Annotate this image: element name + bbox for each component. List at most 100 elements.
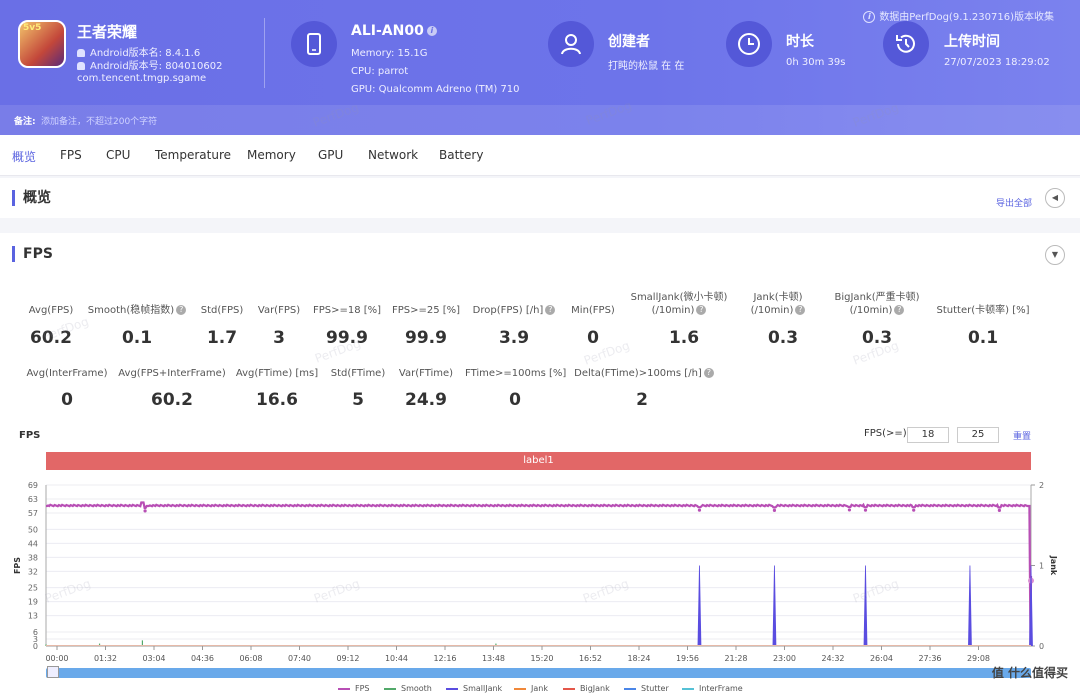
stat-label: FPS>=18 [%] (312, 305, 382, 316)
reset-link[interactable]: 重置 (1013, 432, 1032, 442)
legend-label: SmallJank (463, 684, 503, 693)
stat-label: FTime>=100ms [%] (465, 368, 567, 379)
stat-label: Var(FPS) (257, 305, 301, 316)
help-icon[interactable]: ? (894, 305, 905, 315)
legend-swatch (624, 687, 636, 690)
help-icon[interactable]: ? (795, 305, 806, 315)
stat-value: 0.1 (967, 328, 999, 348)
legend-swatch (446, 687, 458, 690)
stat-label: Std(FPS) (200, 305, 244, 316)
app-version-code-text: Android版本号: 804010602 (90, 61, 223, 72)
fps-threshold-input-1[interactable]: 18 (907, 427, 949, 443)
stat-value: 5 (352, 390, 364, 410)
stat-label: Avg(FTime) [ms] (235, 368, 319, 379)
stat-value: 0 (61, 390, 73, 410)
stat-label: Min(FPS) (571, 305, 615, 316)
stat-value: 3.9 (498, 328, 530, 348)
legend-label: Smooth (401, 684, 432, 693)
note-label: 备注: (14, 117, 36, 127)
tab-bar: 概览 FPS CPU Temperature Memory GPU Networ… (0, 135, 1080, 176)
stat-label: Std(FTime) (330, 368, 386, 379)
stat-label: Var(FTime) (398, 368, 454, 379)
legend-label: FPS (355, 684, 370, 693)
stat-value: 1.7 (206, 328, 238, 348)
tab-cpu[interactable]: CPU (106, 148, 131, 162)
stat-label: Avg(InterFrame) (26, 368, 108, 379)
time-range-scrollbar[interactable] (46, 668, 1031, 678)
tab-fps[interactable]: FPS (60, 148, 82, 162)
legend-fps[interactable]: FPS (338, 684, 370, 693)
app-icon-badge: 5v5 (23, 23, 42, 33)
tab-temperature[interactable]: Temperature (155, 148, 232, 162)
upload-title: 上传时间 (944, 34, 1000, 50)
stat-label-text: Delta(FTime)>100ms [/h] (574, 368, 702, 379)
stat-label: FPS>=25 [%] (391, 305, 461, 316)
info-icon[interactable]: i (426, 26, 437, 36)
stat-label: Jank(卡顿) (/10min)? (728, 291, 828, 317)
help-icon[interactable]: ? (696, 305, 707, 315)
device-memory: Memory: 15.1G (351, 48, 428, 59)
fps-threshold-input-2[interactable]: 25 (957, 427, 999, 443)
stat-label-unit: (/10min) (750, 305, 794, 316)
stat-value: 60.2 (30, 328, 72, 348)
clock-icon (726, 21, 772, 67)
legend-swatch (514, 687, 526, 690)
legend-label: Stutter (641, 684, 669, 693)
help-icon[interactable]: ? (545, 305, 556, 315)
stat-value: 24.9 (405, 390, 447, 410)
tab-network[interactable]: Network (368, 148, 419, 162)
stat-label: Avg(FPS) (28, 305, 74, 316)
stat-value: 1.6 (668, 328, 700, 348)
stat-value: 0.3 (767, 328, 799, 348)
legend-swatch (563, 687, 575, 690)
stat-value: 3 (273, 328, 285, 348)
tab-overview[interactable]: 概览 (12, 150, 37, 164)
legend-interframe[interactable]: InterFrame (682, 684, 743, 693)
report-header: 5v5 王者荣耀 Android版本名: 8.4.1.6 Android版本号:… (0, 0, 1080, 135)
stat-label-text: Smooth(稳帧指数) (87, 305, 175, 316)
app-version-code: Android版本号: 804010602 (77, 57, 222, 72)
scrollbar-handle[interactable] (47, 666, 59, 678)
legend-bigjank[interactable]: BigJank (563, 684, 610, 693)
stat-value: 99.9 (326, 328, 368, 348)
corner-logo: 值 什么值得买 (991, 666, 1068, 680)
legend-smalljank[interactable]: SmallJank (446, 684, 502, 693)
tab-gpu[interactable]: GPU (318, 148, 344, 162)
legend-label: InterFrame (699, 684, 743, 693)
stat-label: Stutter(卡顿率) [%] (936, 305, 1030, 316)
stat-label: Delta(FTime)>100ms [/h]? (574, 367, 714, 380)
help-icon[interactable]: ? (703, 368, 714, 378)
stat-value: 2 (636, 390, 648, 410)
legend-swatch (682, 687, 694, 690)
stat-value: 0.3 (861, 328, 893, 348)
legend-swatch (338, 687, 350, 690)
legend-swatch (384, 687, 396, 690)
note-input[interactable]: 添加备注，不超过200个字符 (41, 117, 158, 127)
collapse-left-icon[interactable]: ◀ (1045, 188, 1065, 208)
stat-label: BigJank(严重卡顿) (/10min)? (821, 291, 933, 317)
legend-label: Jank (531, 684, 548, 693)
device-name: ALI-AN00 (351, 23, 424, 39)
app-package: com.tencent.tmgp.sgame (77, 73, 207, 84)
stat-value: 60.2 (151, 390, 193, 410)
stat-value: 0 (509, 390, 521, 410)
device-icon (291, 21, 337, 67)
legend-label: BigJank (580, 684, 610, 693)
help-icon[interactable]: ? (176, 305, 187, 315)
tab-memory[interactable]: Memory (247, 148, 296, 162)
tab-battery[interactable]: Battery (439, 148, 484, 162)
device-cpu: CPU: parrot (351, 66, 409, 77)
collapse-down-icon[interactable]: ▼ (1045, 245, 1065, 265)
legend-stutter[interactable]: Stutter (624, 684, 669, 693)
export-all-link[interactable]: 导出全部 (995, 199, 1032, 209)
stat-value: 99.9 (405, 328, 447, 348)
stat-value: 16.6 (256, 390, 298, 410)
duration-value: 0h 30m 39s (786, 57, 846, 68)
legend-smooth[interactable]: Smooth (384, 684, 432, 693)
legend-jank[interactable]: Jank (514, 684, 548, 693)
range-label-bar[interactable]: label1 (46, 452, 1031, 470)
overview-title: 概览 (12, 190, 51, 206)
header-divider (264, 18, 265, 88)
duration-title: 时长 (786, 34, 814, 50)
note-bar[interactable]: 备注: 添加备注，不超过200个字符 (0, 105, 1080, 135)
